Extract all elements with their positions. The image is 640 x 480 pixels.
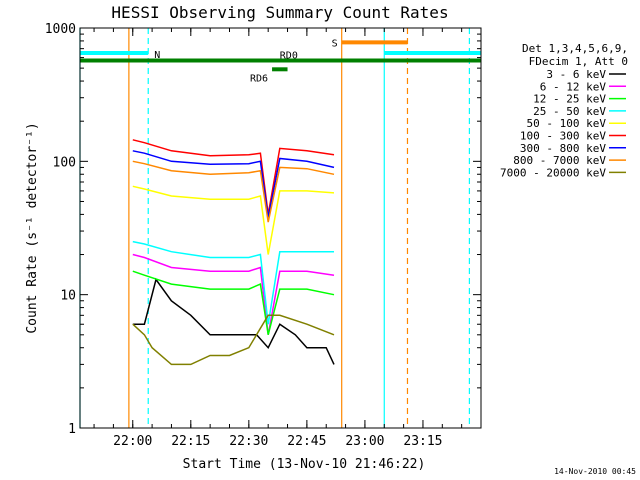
series-line-6 [132, 139, 335, 215]
series-line-5 [132, 185, 335, 255]
chart-title: HESSI Observing Summary Count Rates [111, 3, 448, 22]
series-line-1 [132, 277, 335, 365]
legend-entry-label: 7000 - 20000 keV [500, 166, 606, 179]
y-tick-label: 10 [60, 289, 76, 304]
x-tick-label: 22:45 [287, 434, 326, 449]
x-axis-label: Start Time (13-Nov-10 21:46:22) [183, 457, 426, 472]
y-tick-label: 1000 [45, 22, 76, 37]
legend-header-line: Det 1,3,4,5,6,9, [522, 42, 628, 55]
series-line-4 [132, 240, 334, 325]
legend-entry-label: 50 - 100 keV [527, 117, 607, 130]
generation-timestamp: 14-Nov-2010 00:45 [554, 467, 636, 476]
legend-entry-label: 100 - 300 keV [520, 130, 606, 143]
x-tick-label: 22:00 [113, 434, 152, 449]
legend-entry-label: 300 - 800 keV [520, 142, 606, 155]
y-axis-label: Count Rate (s⁻¹ detector⁻¹) [25, 122, 40, 333]
x-tick-label: 23:00 [345, 434, 384, 449]
flag-label-rd6: RD6 [250, 73, 268, 84]
x-tick-label: 22:30 [229, 434, 268, 449]
series-line-9 [132, 314, 335, 366]
x-tick-label: 23:15 [403, 434, 442, 449]
series-line-2 [132, 253, 335, 335]
legend-entry-label: 3 - 6 keV [546, 68, 606, 81]
legend-entry-label: 6 - 12 keV [540, 80, 607, 93]
flag-label-rd0: RD0 [280, 51, 298, 62]
legend-header-line: FDecim 1, Att 0 [529, 55, 628, 68]
flag-label-s: S [332, 38, 338, 49]
x-tick-label: 22:15 [171, 434, 210, 449]
y-axis-label-text: Count Rate (s⁻¹ detector⁻¹) [25, 122, 40, 333]
series-line-7 [132, 150, 335, 218]
plot-frame [79, 27, 482, 429]
series-line-3 [132, 270, 335, 335]
legend-entry-label: 800 - 7000 keV [513, 154, 606, 167]
y-tick-label: 100 [53, 155, 76, 170]
legend-entry-label: 25 - 50 keV [533, 105, 606, 118]
legend: Det 1,3,4,5,6,9,FDecim 1, Att 03 - 6 keV… [500, 42, 628, 179]
series-line-8 [132, 160, 335, 223]
legend-entry-label: 12 - 25 keV [533, 93, 606, 106]
flag-label-n: N [154, 50, 160, 61]
y-tick-label: 1 [68, 422, 76, 437]
